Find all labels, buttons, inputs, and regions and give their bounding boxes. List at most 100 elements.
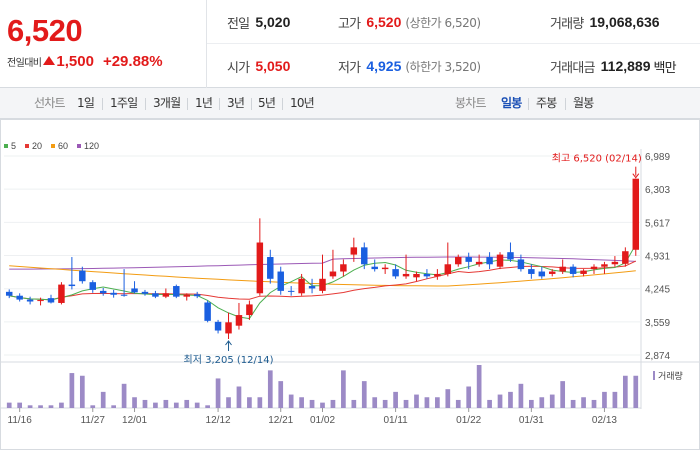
volume-bar <box>90 405 96 408</box>
candle-body <box>580 270 587 274</box>
legend-item-ma5: 5 <box>4 141 16 151</box>
volume-bar <box>142 399 148 408</box>
volume-bar <box>247 397 252 408</box>
volume-bar <box>602 391 607 408</box>
candle-body <box>225 322 232 334</box>
volume-bar <box>17 402 23 408</box>
change-label: 전일대비 <box>7 58 42 69</box>
legend-swatch <box>25 144 30 148</box>
volume-bar <box>278 381 284 408</box>
volume-bar <box>591 399 597 408</box>
volume-bar <box>38 405 43 408</box>
period-1y-button[interactable]: 1년 <box>195 96 213 110</box>
legend-item-ma60: 60 <box>51 141 68 151</box>
candle-body <box>204 302 211 321</box>
volume-cell: 거래량 19,068,636 <box>550 0 660 44</box>
chart-toolbar: 선차트 1일 1주일 3개월 1년 3년 5년 10년 봉차트 일봉 주봉 월봉 <box>0 88 700 119</box>
volume-bar <box>351 399 357 408</box>
candle-body <box>413 273 420 278</box>
stats-row-1: 전일 5,020 고가 6,520 (상한가 6,520) 거래량 19,068… <box>207 0 700 44</box>
candle-body <box>152 293 159 297</box>
candle-body <box>559 266 566 272</box>
volume-bar <box>267 370 273 408</box>
candle-body <box>214 321 222 331</box>
period-3m-button[interactable]: 3개월 <box>153 96 181 110</box>
y-tick-label: 5,617 <box>645 218 670 229</box>
candle-body <box>329 271 337 277</box>
y-tick-label: 2,874 <box>645 351 670 362</box>
candle-body <box>423 273 431 277</box>
quote-stats: 전일 5,020 고가 6,520 (상한가 6,520) 거래량 19,068… <box>207 0 700 88</box>
volume-bar <box>549 394 555 408</box>
candle-body <box>193 294 201 297</box>
prev-close-cell: 전일 5,020 <box>227 0 290 44</box>
legend-swatch <box>51 144 56 148</box>
candle-body <box>235 315 243 326</box>
candle-body <box>256 242 264 294</box>
period-1d-button[interactable]: 1일 <box>77 96 95 110</box>
toolbar-divider <box>145 98 146 110</box>
candle-body <box>141 291 149 294</box>
amount-cell: 거래대금 112,889 백만 <box>550 44 677 88</box>
candle-body <box>16 295 23 300</box>
volume-bar <box>497 394 503 408</box>
candle-weekly-button[interactable]: 주봉 <box>536 96 557 110</box>
open-cell: 시가 5,050 <box>227 44 290 88</box>
candlestick-chart: 6,989 6,303 5,617 4,931 4,245 3,559 2,874 최고 6,… <box>0 119 700 450</box>
price-box: 6,520 전일대비 1,500 +29.88% <box>0 0 207 88</box>
volume-bar <box>612 391 618 408</box>
stats-row-2: 시가 5,050 저가 4,925 (하한가 3,520) 거래대금 112,8… <box>207 44 700 88</box>
high-arrow-icon <box>632 173 640 179</box>
lower-limit: (하한가 3,520) <box>405 59 481 74</box>
candle-body <box>371 266 378 270</box>
volume-bar <box>341 370 346 408</box>
volume-bar <box>111 405 116 408</box>
period-3y-button[interactable]: 3년 <box>227 96 245 110</box>
y-tick-label: 6,989 <box>645 152 670 163</box>
candle-body <box>68 284 76 287</box>
volume-bar <box>487 399 492 408</box>
candle-body <box>246 304 253 316</box>
amount-label: 거래대금 <box>550 60 595 76</box>
candle-body <box>507 252 514 260</box>
ma-legend: 5 20 60 120 <box>4 141 108 151</box>
candle-body <box>392 269 399 277</box>
volume-bar <box>476 365 482 408</box>
legend-item-ma20: 20 <box>25 141 42 151</box>
volume-bar <box>382 399 388 408</box>
x-tick-label: 12/01 <box>122 415 147 426</box>
volume-bar <box>236 386 242 408</box>
volume-bar <box>424 397 430 408</box>
candle-daily-button[interactable]: 일봉 <box>501 96 522 110</box>
low-value: 4,925 <box>366 58 402 74</box>
line-chart-label: 선차트 <box>34 96 66 110</box>
candle-body <box>47 298 55 303</box>
candle-body <box>590 266 598 270</box>
volume-bar <box>194 402 200 408</box>
toolbar-divider <box>282 98 283 110</box>
x-tick-label: 01/31 <box>519 415 544 426</box>
candle-body <box>622 251 629 264</box>
candle-body <box>277 271 284 291</box>
open-value: 5,050 <box>255 58 291 74</box>
volume-bar <box>403 399 409 408</box>
y-tick-label: 4,931 <box>645 252 670 263</box>
volume-bar <box>184 399 190 408</box>
period-10y-button[interactable]: 10년 <box>290 96 315 110</box>
period-5y-button[interactable]: 5년 <box>258 96 276 110</box>
candle-monthly-button[interactable]: 월봉 <box>573 96 594 110</box>
candle-body <box>5 291 13 296</box>
candle-chart-label: 봉차트 <box>455 96 487 110</box>
volume-bar <box>445 389 451 408</box>
volume-bar <box>48 405 54 408</box>
candle-body <box>319 278 326 291</box>
candle-body <box>569 266 577 274</box>
volume-bar <box>455 399 461 408</box>
volume-bar <box>173 402 179 408</box>
candle-body <box>549 271 556 274</box>
volume-bar <box>288 394 294 408</box>
candle-body <box>455 257 462 265</box>
period-1w-button[interactable]: 1주일 <box>110 96 138 110</box>
stock-chart: 6,989 6,303 5,617 4,931 4,245 3,559 2,874 최고 6,… <box>0 119 700 450</box>
candle-body <box>37 300 44 302</box>
